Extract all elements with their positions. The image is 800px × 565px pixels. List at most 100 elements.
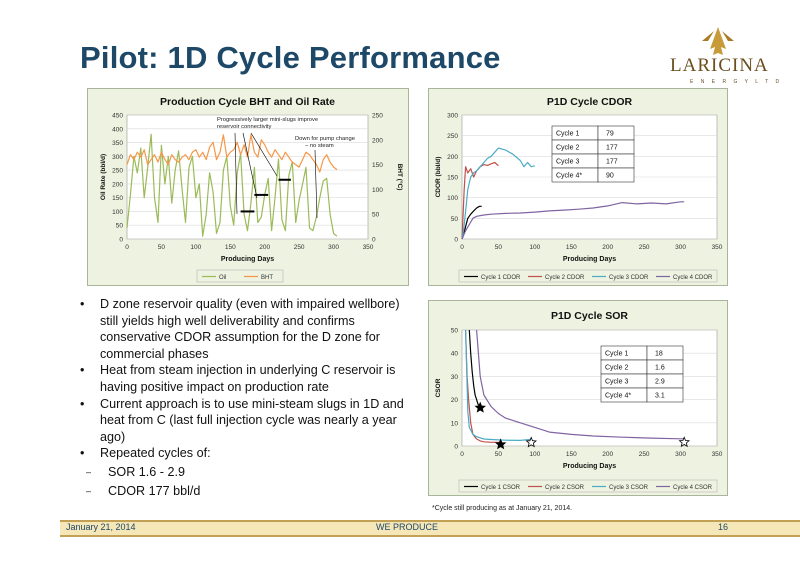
- legend-label: BHT: [261, 275, 273, 281]
- bht-oil-chart: Production Cycle BHT and Oil Rate 0 50 100 1…: [87, 88, 409, 286]
- table-label: Cycle 2: [556, 145, 579, 152]
- x-tick-label: 100: [190, 244, 201, 251]
- annotation-line: reservoir connectivity: [217, 124, 272, 130]
- table-cell: [646, 373, 684, 389]
- x-tick-label: 300: [675, 451, 686, 458]
- y-tick-label: 200: [447, 154, 458, 161]
- bullet-item: • Heat from steam injection in underlying…: [80, 363, 396, 394]
- bullet-text: D zone reservoir quality (even with impa…: [100, 297, 400, 361]
- y-tick-label: 450: [112, 113, 123, 120]
- x-tick-label: 100: [529, 244, 540, 251]
- table-cell: [646, 359, 684, 375]
- cdor-chart: P1D Cycle CDOR 0 50 100 150 200 250 300 0 50 100 15…: [428, 88, 728, 286]
- legend-box: [458, 269, 718, 283]
- annotation-text: Progressively larger mini-slugs improve r…: [217, 117, 318, 130]
- logo-name: LARICINA: [670, 55, 769, 76]
- x-tick-label: 100: [529, 451, 540, 458]
- legend-box: [458, 479, 718, 493]
- star-marker: [474, 401, 486, 413]
- y-tick-label: 200: [112, 181, 123, 188]
- x-tick-label: 50: [158, 244, 166, 251]
- y2-tick-label: 50: [372, 212, 380, 219]
- table-label: Cycle 4*: [605, 393, 631, 400]
- x-tick-label: 300: [328, 244, 339, 251]
- page-number: 16: [718, 522, 729, 532]
- legend-label: Cycle 1 CSOR: [481, 485, 521, 491]
- x-axis-label: Producing Days: [563, 256, 616, 263]
- annotation-text: Down for pump change – no steam: [295, 136, 355, 149]
- y-tick-label: 0: [454, 237, 458, 244]
- legend-label: Cycle 4 CSOR: [673, 485, 713, 491]
- chart-title: P1D Cycle CDOR: [547, 96, 633, 108]
- legend-box: [196, 269, 284, 283]
- x-tick-label: 350: [712, 244, 723, 251]
- annotation-arrow: [242, 132, 258, 199]
- legend-label: Cycle 1 CDOR: [481, 275, 521, 281]
- series-line-3: [465, 329, 532, 441]
- table-value: 90: [606, 173, 614, 180]
- bullet-text: Current approach is to use mini-steam sl…: [100, 396, 404, 444]
- table-label: Cycle 1: [605, 351, 628, 358]
- y-axis-label: CDOR (bbl/d): [435, 157, 442, 198]
- sub-bullet-item: – SOR 1.6 - 2.9: [86, 464, 185, 479]
- x-tick-label: 0: [125, 244, 129, 251]
- y-tick-label: 0: [454, 444, 458, 451]
- chart-title: Production Cycle BHT and Oil Rate: [160, 96, 335, 108]
- table-label: Cycle 4*: [556, 173, 582, 180]
- y-tick-label: 150: [112, 195, 123, 202]
- table-label: Cycle 3: [605, 379, 628, 386]
- footer-rule-bottom: [60, 535, 800, 537]
- sor-chart-svg: P1D Cycle SOR 0 10 20 30 40 50 0 50 100 150 200 250 3…: [428, 300, 728, 496]
- table-cell: [597, 167, 635, 183]
- y-tick-label: 0: [119, 237, 123, 244]
- bullet-item: • Current approach is to use mini-steam s…: [80, 396, 404, 444]
- x-tick-label: 150: [566, 451, 577, 458]
- y2-tick-label: 250: [372, 113, 383, 120]
- y-tick-label: 350: [112, 140, 123, 147]
- footer-slogan: WE PRODUCE: [376, 522, 439, 532]
- bullet-list: • D zone reservoir quality (even with imp…: [78, 296, 413, 499]
- table-value: 79: [606, 131, 614, 138]
- y-tick-label: 100: [112, 209, 123, 216]
- x-tick-label: 300: [675, 244, 686, 251]
- x-tick-label: 250: [639, 451, 650, 458]
- series-line-4: [476, 329, 685, 440]
- table-value: 177: [606, 145, 618, 152]
- y-tick-label: 100: [447, 195, 458, 202]
- y-tick-label: 250: [447, 133, 458, 140]
- table-value: 177: [606, 159, 618, 166]
- table-value: 1.6: [655, 365, 665, 372]
- y-axis-label: Oil Rate (bbl/d): [100, 154, 107, 200]
- logo-tagline: E N E R G Y L T D: [690, 79, 783, 85]
- legend-label: Cycle 3 CSOR: [609, 485, 649, 491]
- larch-icon: [702, 27, 734, 55]
- x-tick-label: 0: [460, 244, 464, 251]
- sub-bullet-text: SOR 1.6 - 2.9: [108, 464, 185, 479]
- x-tick-label: 250: [294, 244, 305, 251]
- series-line-2: [126, 134, 338, 173]
- table-value: 18: [655, 351, 663, 358]
- star-marker: [678, 436, 690, 448]
- annotation-line: – no steam: [305, 143, 334, 149]
- table-value: 2.9: [655, 379, 665, 386]
- bht-oil-chart-svg: Production Cycle BHT and Oil Rate 0 50 100 1…: [87, 88, 409, 286]
- footnote: *Cycle still producing as at January 21,…: [432, 505, 573, 512]
- star-marker: [525, 436, 537, 448]
- footer-band: [60, 522, 800, 535]
- y-tick-label: 300: [447, 113, 458, 120]
- table-cell: [646, 345, 684, 361]
- x-tick-label: 150: [225, 244, 236, 251]
- footer-rule-top: [60, 520, 800, 522]
- annotation-line: Progressively larger mini-slugs improve: [217, 117, 318, 123]
- legend-label: Cycle 2 CDOR: [545, 275, 585, 281]
- page-title: Pilot: 1D Cycle Performance: [80, 40, 501, 75]
- y2-tick-label: 100: [372, 187, 383, 194]
- y2-tick-label: 150: [372, 162, 383, 169]
- table-cell: [597, 125, 635, 141]
- series-line-2: [465, 329, 501, 443]
- table-label: Cycle 2: [605, 365, 628, 372]
- bullet-item: • D zone reservoir quality (even with imp…: [80, 297, 400, 361]
- y-tick-label: 10: [451, 420, 459, 427]
- x-tick-label: 250: [639, 244, 650, 251]
